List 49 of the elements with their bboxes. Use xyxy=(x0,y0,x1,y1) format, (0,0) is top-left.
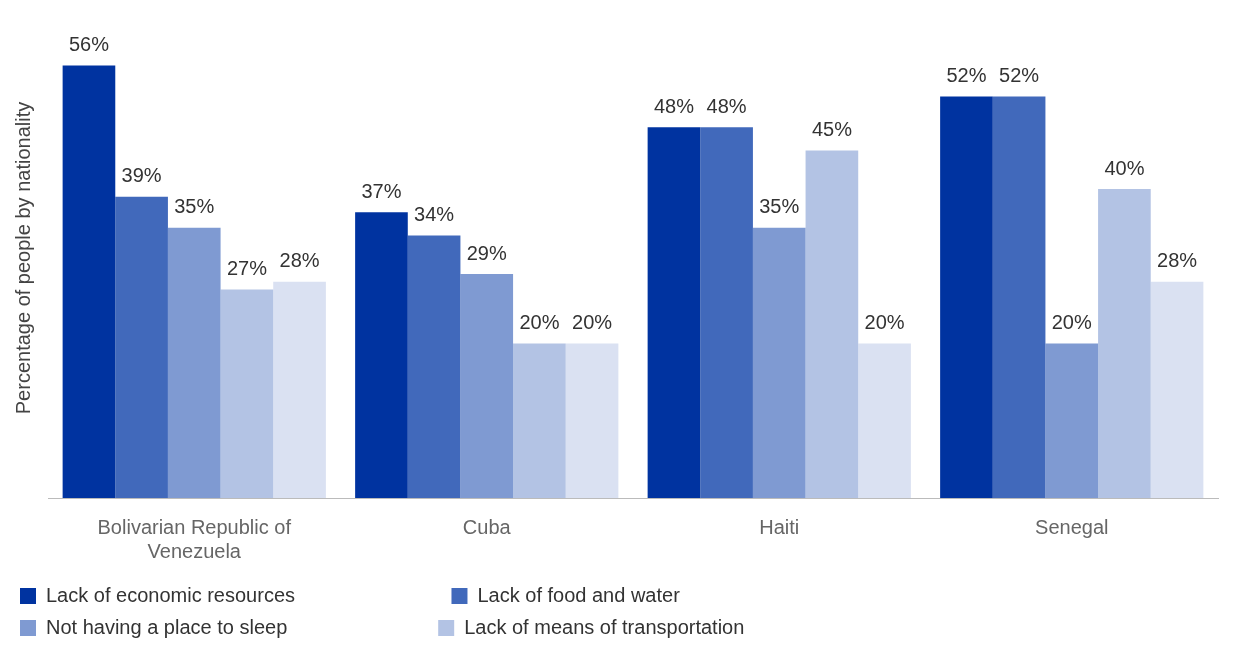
data-label: 29% xyxy=(466,241,507,264)
data-label: 48% xyxy=(706,94,747,117)
data-label: 34% xyxy=(414,202,455,225)
data-label: 39% xyxy=(121,164,162,187)
bar xyxy=(858,343,911,498)
data-label: 40% xyxy=(1104,156,1145,179)
bar xyxy=(460,274,514,498)
bar xyxy=(940,96,993,498)
bar xyxy=(1045,343,1099,498)
legend-label: Lack of food and water xyxy=(477,583,847,606)
x-tick-label: Bolivarian Republic of Venezuela xyxy=(97,515,292,562)
bar xyxy=(752,227,806,498)
data-label: 20% xyxy=(864,311,905,334)
bar xyxy=(1098,189,1151,498)
bar xyxy=(273,281,326,498)
bar xyxy=(700,127,753,498)
bar xyxy=(1150,281,1204,498)
data-label: 45% xyxy=(811,118,853,141)
bar xyxy=(407,235,461,498)
data-label: 28% xyxy=(279,249,320,272)
data-label: 28% xyxy=(1157,249,1198,272)
data-label: 20% xyxy=(1051,311,1092,334)
y-axis-title: Percentage of people by nationality xyxy=(11,101,34,415)
bar xyxy=(62,65,116,498)
data-label: 56% xyxy=(68,33,110,56)
legend-label: Not having a place to sleep xyxy=(46,615,427,638)
x-tick-label: Senegal xyxy=(1035,515,1109,538)
legend-label: Lack of means of transportation xyxy=(464,615,862,638)
bar xyxy=(220,289,274,498)
x-tick-label: Haiti xyxy=(759,515,800,538)
x-tick-label: Cuba xyxy=(462,515,512,538)
data-label: 35% xyxy=(759,195,800,218)
bar xyxy=(355,212,408,498)
data-label: 52% xyxy=(999,63,1040,86)
bar xyxy=(167,227,221,498)
bar xyxy=(992,96,1046,498)
legend-label: Lack of economic resources xyxy=(46,583,440,606)
bar xyxy=(565,343,619,498)
data-label: 20% xyxy=(519,311,560,334)
bar xyxy=(647,127,701,498)
data-label: 48% xyxy=(653,94,695,117)
data-label: 20% xyxy=(572,311,613,334)
data-label: 35% xyxy=(174,195,215,218)
bar xyxy=(513,343,566,498)
bar xyxy=(805,150,859,498)
data-label: 37% xyxy=(361,179,402,202)
data-label: 52% xyxy=(946,63,987,86)
data-label: 27% xyxy=(226,257,268,280)
bar xyxy=(115,196,168,498)
